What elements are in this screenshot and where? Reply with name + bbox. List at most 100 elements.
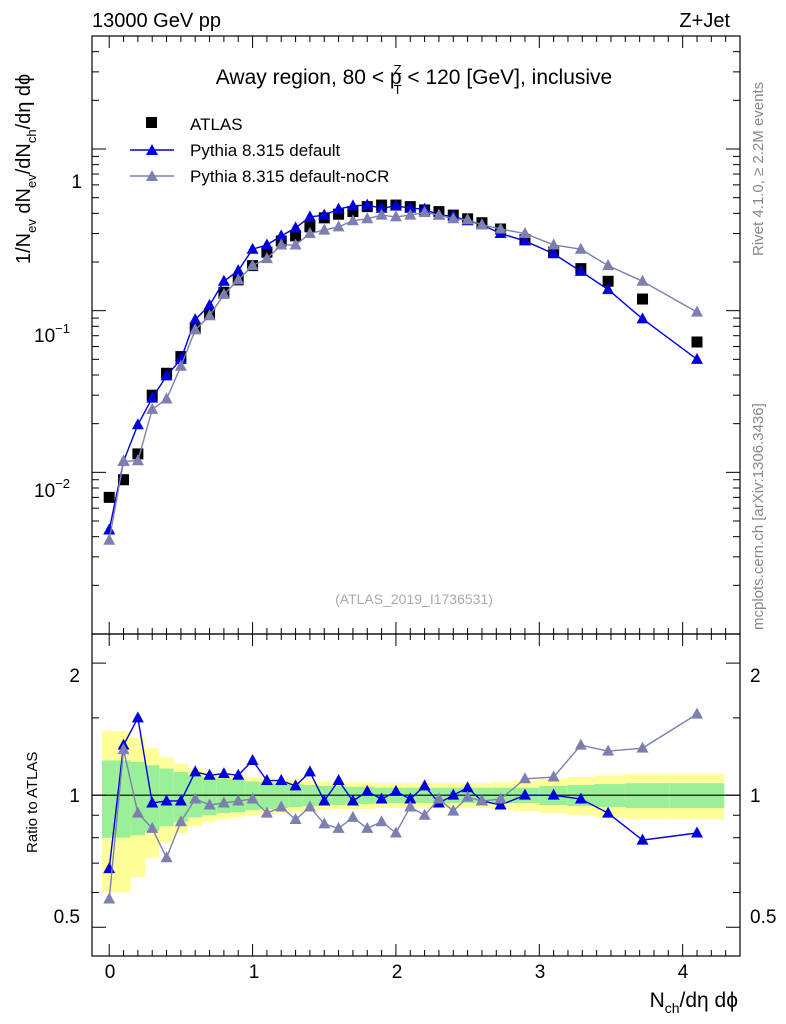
data-point-default	[361, 198, 374, 210]
ratio-tick-05-right: 0.5	[750, 907, 776, 928]
ratio-point-default	[389, 784, 402, 796]
y-tick-1e-2: 10−2	[34, 476, 70, 502]
data-point-nocr	[690, 305, 703, 317]
data-point-default	[547, 247, 560, 259]
data-point-nocr	[547, 238, 560, 250]
data-point-nocr	[389, 210, 402, 222]
plot-title-suffix: < 120 [GeV], inclusive	[402, 66, 613, 89]
ratio-point-nocr	[217, 796, 230, 808]
data-point-default	[303, 210, 316, 222]
data-point-nocr	[260, 252, 273, 264]
data-point-atlas	[290, 230, 302, 242]
ratio-point-nocr	[203, 798, 216, 810]
y-tick-1e-1: 10−1	[34, 321, 70, 347]
y-tick-1e-2-exp: −2	[55, 476, 70, 491]
y-tick-1e-2-base: 10	[34, 481, 55, 502]
legend-nocr-marker	[146, 170, 158, 181]
ratio-point-default	[131, 711, 144, 723]
data-point-default	[690, 352, 703, 364]
tick-labels: 1 10−1 10−2 2 1 0.5 2 1 0.5 0 1 2 3 4	[34, 172, 776, 983]
ratio-point-nocr	[189, 792, 202, 804]
ratio-point-default	[361, 784, 374, 796]
data-point-nocr	[160, 392, 173, 404]
ratio-point-default	[602, 806, 615, 818]
data-point-default	[375, 201, 388, 213]
ratio-point-nocr	[160, 851, 173, 863]
ratio-point-default	[289, 779, 302, 791]
ratio-point-default	[574, 792, 587, 804]
data-point-nocr	[432, 208, 445, 220]
ratio-point-nocr	[361, 821, 374, 833]
data-point-default	[389, 199, 402, 211]
ratio-point-nocr	[232, 794, 245, 806]
ratio-point-default	[174, 794, 187, 806]
series-line-default	[108, 204, 698, 531]
data-point-default	[189, 313, 202, 325]
data-point-nocr	[174, 359, 187, 371]
data-point-default	[574, 264, 587, 276]
ratio-point-default	[547, 788, 560, 800]
data-point-nocr	[494, 222, 507, 234]
ratio-point-default	[303, 765, 316, 777]
ratio-band-inner	[102, 760, 117, 838]
data-point-nocr	[574, 242, 587, 254]
ylabel-sub3: ch	[24, 129, 39, 143]
ratio-point-nocr	[146, 821, 159, 833]
data-point-nocr	[332, 220, 345, 232]
ratio-point-default	[346, 794, 359, 806]
ratio-point-nocr	[289, 813, 302, 825]
ratio-point-nocr	[432, 792, 445, 804]
ratio-point-nocr	[447, 804, 460, 816]
data-point-nocr	[189, 323, 202, 335]
ratio-point-nocr	[375, 815, 388, 827]
ratio-tick-2-right: 2	[750, 666, 761, 687]
ratio-point-nocr	[260, 806, 273, 818]
ylabel-part2: dN	[13, 188, 35, 219]
data-point-default	[318, 208, 331, 220]
data-point-nocr	[203, 309, 216, 321]
ratio-point-nocr	[690, 707, 703, 719]
ratio-point-nocr	[636, 741, 649, 753]
data-point-nocr	[103, 533, 116, 545]
y-tick-1e-1-exp: −1	[55, 321, 70, 336]
ratio-point-nocr	[574, 738, 587, 750]
data-point-atlas	[103, 491, 115, 503]
series-line-nocr	[108, 211, 698, 541]
x-tick-0: 0	[105, 962, 116, 983]
data-point-nocr	[602, 259, 615, 271]
data-point-atlas	[333, 208, 345, 220]
ratio-point-nocr	[475, 794, 488, 806]
legend-nocr-label: Pythia 8.315 default-noCR	[190, 167, 389, 186]
ratio-point-nocr	[103, 892, 116, 904]
ratio-point-nocr	[332, 821, 345, 833]
ratio-band-inner	[202, 777, 217, 816]
data-point-atlas	[347, 206, 359, 218]
ratio-point-nocr	[318, 817, 331, 829]
ratio-point-default	[461, 781, 474, 793]
ratio-point-nocr	[418, 808, 431, 820]
ratio-point-default	[404, 792, 417, 804]
ratio-point-default	[318, 794, 331, 806]
ylabel-part4: /dη dϕ	[13, 74, 35, 130]
data-point-default	[260, 238, 273, 250]
data-point-default	[332, 202, 345, 214]
data-point-default	[103, 523, 116, 535]
data-point-nocr	[275, 238, 288, 250]
data-point-default	[131, 418, 144, 430]
ratio-point-nocr	[518, 772, 531, 784]
data-point-nocr	[318, 223, 331, 235]
data-point-nocr	[131, 454, 144, 466]
data-point-nocr	[461, 213, 474, 225]
header-right: Z+Jet	[679, 10, 730, 32]
data-point-default	[636, 312, 649, 324]
plot-title-sup: Z	[394, 62, 402, 77]
data-point-default	[289, 221, 302, 233]
xlabel-tail: /dη dϕ	[680, 989, 738, 1012]
ylabel-sub2: ev	[24, 174, 39, 188]
ratio-point-default	[232, 768, 245, 780]
ylabel-part1: 1/N	[13, 233, 35, 264]
y-axis-label-top: 1/Nev dNev/dNch/dη dϕ	[13, 74, 39, 264]
mcplots-label: mcplots.cern.ch [arXiv:1306.3436]	[750, 403, 767, 630]
ratio-point-default	[636, 833, 649, 845]
ratio-line-default	[108, 715, 698, 869]
